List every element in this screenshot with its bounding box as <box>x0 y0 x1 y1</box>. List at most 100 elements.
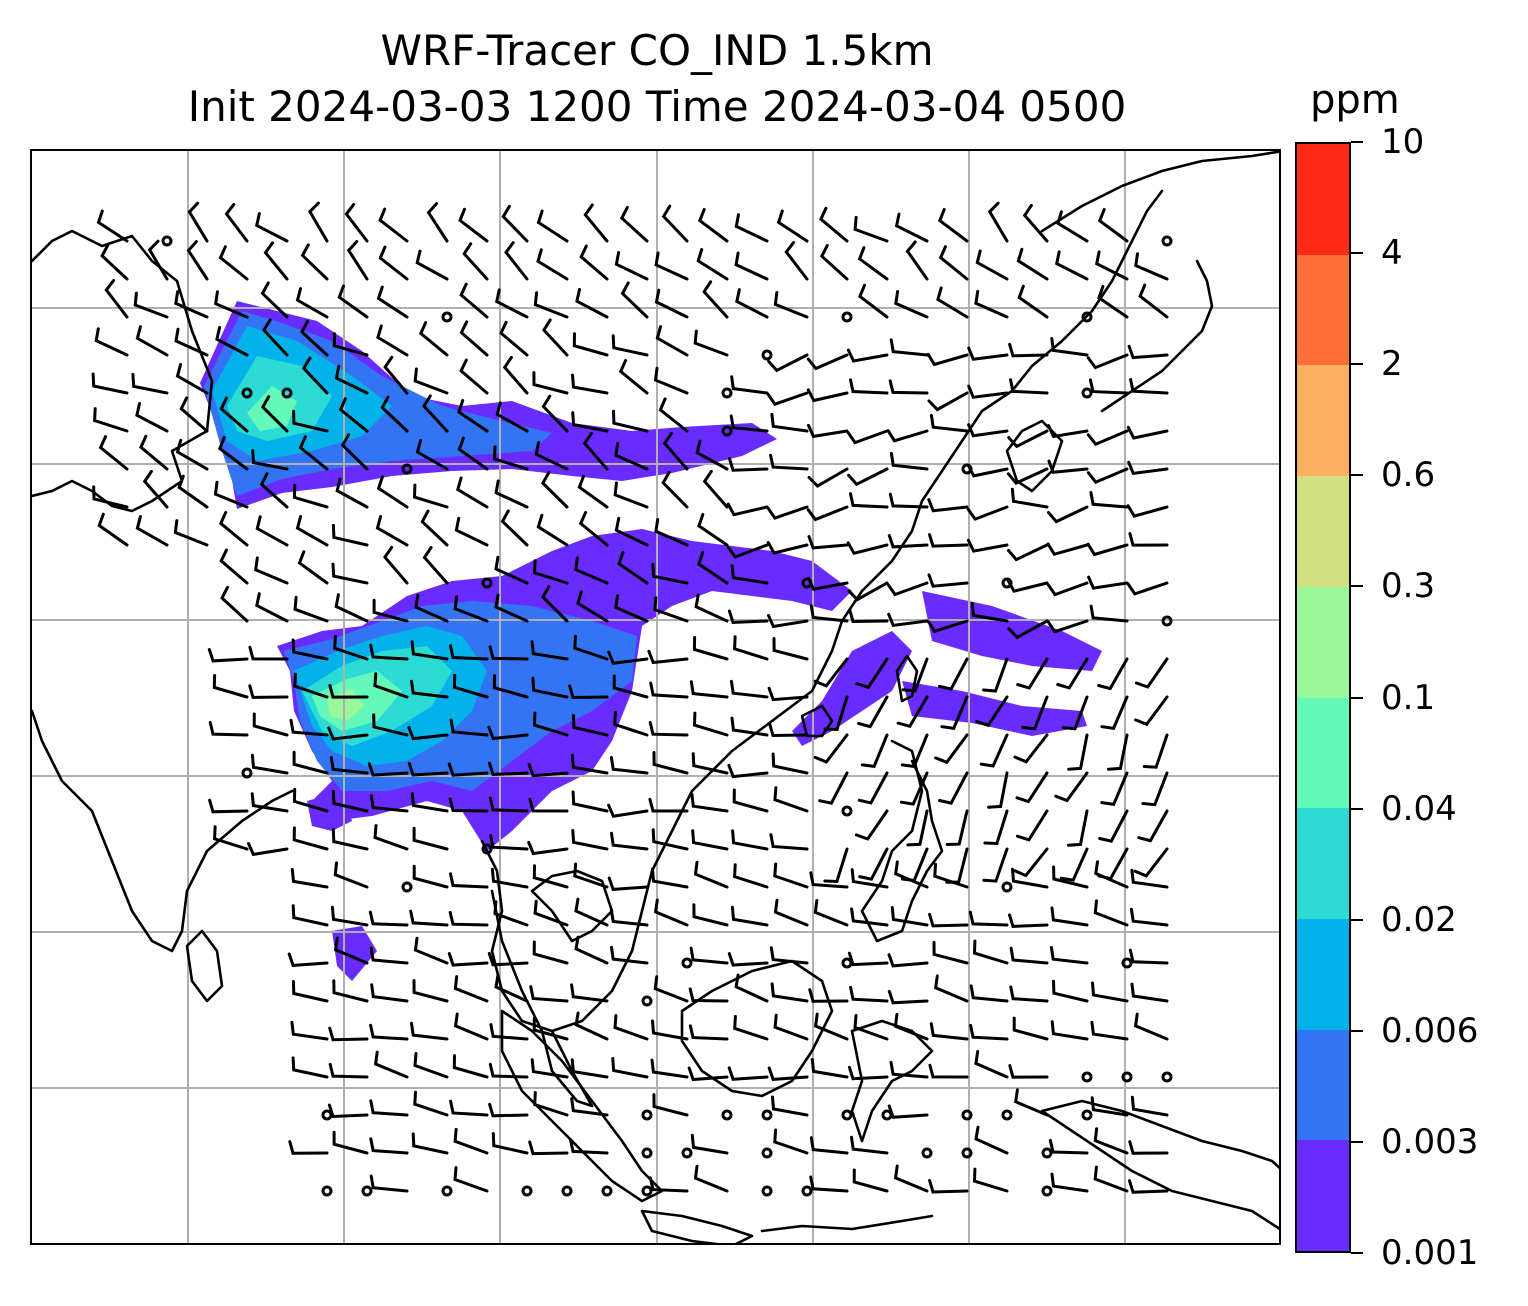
colorbar-ticks: 0.001 0.003 0.006 0.02 0.04 0.1 0.3 0.6 2 4 10 <box>1351 122 1521 1273</box>
wind-barb <box>415 439 449 471</box>
wind-barb <box>773 862 809 889</box>
wind-barb <box>571 411 609 433</box>
wind-barb <box>412 864 449 889</box>
wind-barb <box>773 291 809 319</box>
wind-barb <box>849 378 889 395</box>
wind-barb <box>614 251 649 281</box>
wind-barb <box>252 712 289 737</box>
calm-wind-marker <box>841 957 853 969</box>
wind-barb <box>887 612 929 628</box>
wind-barb <box>531 676 569 699</box>
wind-barb <box>818 771 849 805</box>
wind-barb <box>488 1102 529 1118</box>
calm-wind-marker <box>161 235 173 247</box>
wind-barb <box>894 212 929 243</box>
wind-barb <box>727 1066 769 1081</box>
coastline-sumatra <box>500 1009 664 1203</box>
wind-barb <box>329 756 369 775</box>
wind-barb <box>208 721 249 737</box>
wind-barb <box>772 637 809 661</box>
wind-barb <box>689 680 729 699</box>
wind-barb <box>776 209 809 243</box>
calm-wind-marker <box>401 463 413 475</box>
wind-barb <box>291 1056 329 1079</box>
calm-wind-marker <box>641 1185 653 1197</box>
wind-barb <box>426 202 449 243</box>
calm-wind-marker <box>1041 1185 1053 1197</box>
wind-barb <box>727 952 769 967</box>
wind-barb <box>613 1014 649 1041</box>
wind-barb <box>846 541 889 556</box>
wind-barb <box>1097 657 1129 691</box>
wind-barb <box>448 797 489 813</box>
wind-barb <box>291 904 329 927</box>
wind-barb <box>1091 981 1129 1003</box>
wind-barb <box>1011 867 1049 889</box>
calm-wind-marker <box>281 387 293 399</box>
wind-barb <box>308 201 329 243</box>
wind-barb <box>651 828 689 851</box>
wind-barb <box>927 391 969 412</box>
wind-barb <box>290 1020 329 1041</box>
wind-barb <box>729 679 769 699</box>
wind-barb <box>807 467 849 488</box>
wind-barb <box>697 513 729 547</box>
wind-barb <box>488 1062 529 1079</box>
wind-barb <box>854 809 889 841</box>
wind-barb <box>771 752 809 775</box>
wind-barb <box>499 320 529 357</box>
wind-barb <box>494 479 529 509</box>
wind-barb <box>1086 353 1129 370</box>
wind-barb <box>928 1063 969 1079</box>
wind-barb <box>734 213 769 243</box>
wind-barb <box>887 534 929 549</box>
wind-barb <box>726 502 769 517</box>
calm-wind-marker <box>681 1147 693 1159</box>
colorbar-segment <box>1297 586 1349 698</box>
wind-barb <box>853 215 889 243</box>
wind-barb <box>174 290 209 319</box>
wind-barb <box>647 649 689 665</box>
wind-barb <box>612 409 649 433</box>
wind-barb <box>207 648 249 663</box>
wind-barb <box>532 711 569 737</box>
wind-barb <box>1007 543 1049 562</box>
wind-barb <box>1016 657 1049 690</box>
calm-wind-marker <box>1001 1109 1013 1121</box>
wind-barb <box>529 985 569 1003</box>
wind-barb <box>784 241 809 281</box>
coastline-new-guinea <box>1040 1099 1279 1230</box>
wind-barb <box>492 674 529 699</box>
wind-barb <box>541 394 569 433</box>
wind-barb <box>807 535 849 550</box>
wind-barb <box>453 1127 489 1155</box>
wind-barb <box>734 973 769 1003</box>
tracer-plume-west <box>307 791 352 831</box>
calm-wind-marker <box>641 1109 653 1121</box>
wind-barb <box>727 609 769 625</box>
wind-barb <box>293 672 329 699</box>
wind-barb <box>967 423 1009 438</box>
wind-barb <box>651 562 689 585</box>
wind-barb <box>1046 619 1089 634</box>
wind-barb <box>494 555 529 585</box>
colorbar-tick-label: 10 <box>1381 122 1425 162</box>
wind-barb <box>407 725 449 741</box>
wind-barb <box>1013 847 1049 878</box>
wind-barb <box>823 695 849 732</box>
wind-barb <box>135 325 169 357</box>
wind-barb <box>1089 491 1129 509</box>
wind-barb <box>689 946 729 965</box>
wind-barb <box>504 241 529 281</box>
wind-barb <box>376 324 409 357</box>
wind-barb <box>966 463 1009 478</box>
wind-barb <box>808 988 849 1003</box>
wind-barb <box>459 282 489 319</box>
wind-barb <box>292 750 329 775</box>
wind-barb <box>733 635 769 661</box>
wind-barb <box>571 829 609 851</box>
wind-barb <box>1086 467 1129 485</box>
wind-barb <box>492 445 529 471</box>
wind-barb <box>378 245 409 281</box>
wind-barb <box>412 483 449 509</box>
